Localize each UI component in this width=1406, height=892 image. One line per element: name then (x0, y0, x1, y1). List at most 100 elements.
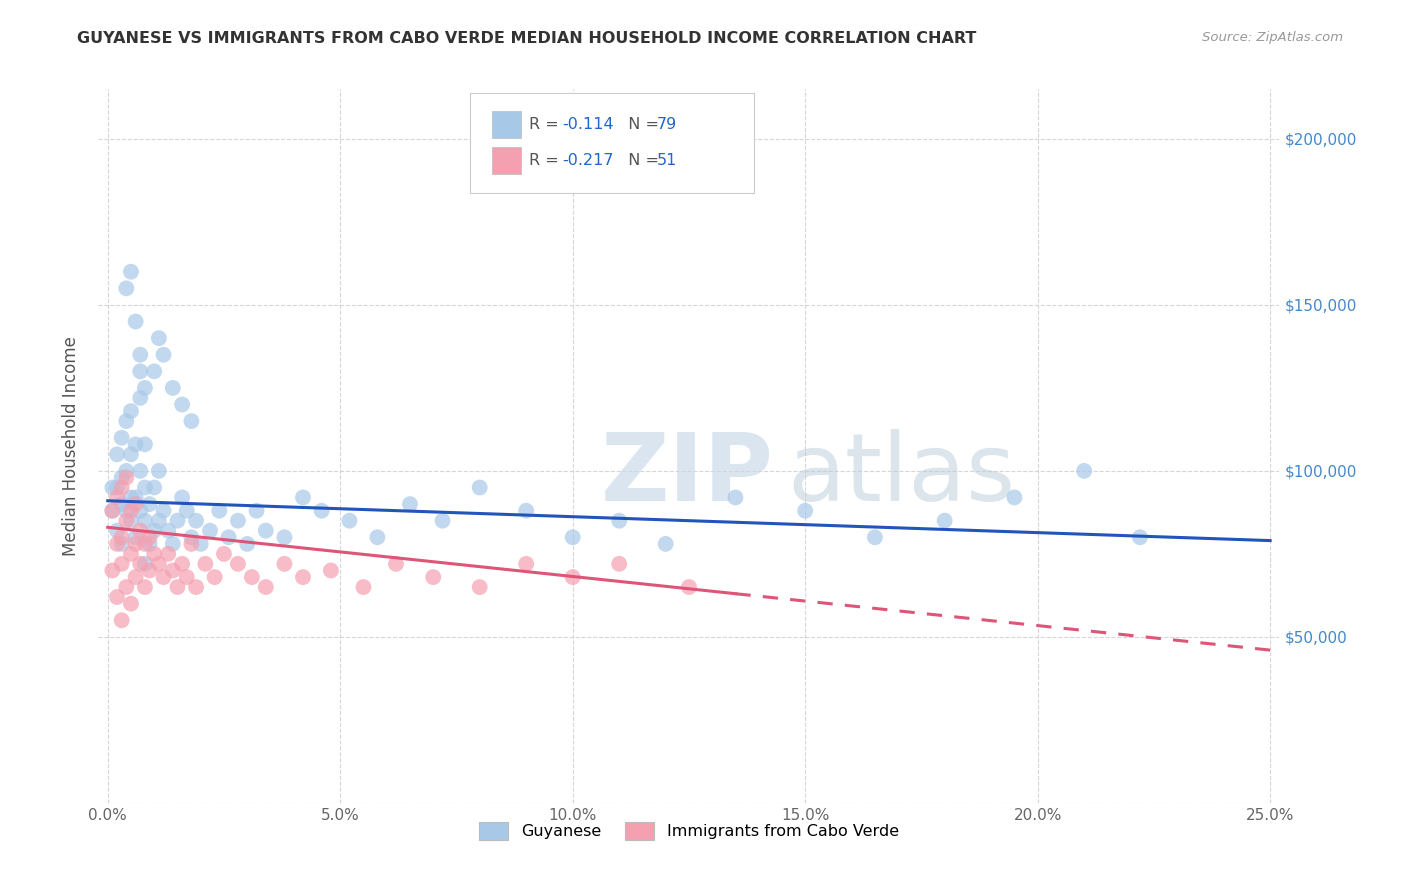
Point (129, 348, 152, 362)
Point (120, 514, 142, 528)
Point (111, 481, 134, 495)
Point (111, 557, 134, 571)
Point (138, 497, 160, 511)
Text: atlas: atlas (787, 428, 1015, 521)
Point (111, 470, 134, 484)
Point (115, 514, 138, 528)
Point (515, 557, 537, 571)
Point (934, 514, 956, 528)
Text: R =: R = (530, 153, 564, 168)
Point (422, 570, 444, 584)
Point (134, 580, 156, 594)
Point (863, 530, 886, 544)
Point (339, 514, 361, 528)
Y-axis label: Median Household Income: Median Household Income (62, 336, 80, 556)
Point (129, 557, 152, 571)
Point (148, 331, 170, 345)
Point (678, 580, 700, 594)
Point (561, 530, 583, 544)
Point (172, 557, 194, 571)
Point (138, 564, 160, 578)
Point (190, 537, 212, 551)
Point (120, 491, 142, 505)
Point (254, 580, 277, 594)
Point (101, 481, 124, 495)
Point (292, 570, 315, 584)
Point (254, 524, 277, 538)
Point (124, 537, 146, 551)
Point (152, 570, 174, 584)
Point (724, 491, 747, 505)
Text: N =: N = (619, 118, 664, 132)
Point (143, 524, 166, 538)
Legend: Guyanese, Immigrants from Cabo Verde: Guyanese, Immigrants from Cabo Verde (471, 814, 907, 848)
Point (1129, 530, 1152, 544)
Point (134, 557, 156, 571)
Point (115, 470, 138, 484)
Point (292, 491, 315, 505)
Point (115, 464, 138, 478)
Point (176, 570, 198, 584)
Point (180, 414, 202, 428)
Point (129, 524, 152, 538)
Point (143, 364, 166, 378)
Point (1073, 464, 1095, 478)
Text: GUYANESE VS IMMIGRANTS FROM CABO VERDE MEDIAN HOUSEHOLD INCOME CORRELATION CHART: GUYANESE VS IMMIGRANTS FROM CABO VERDE M… (77, 31, 977, 46)
Point (184, 580, 207, 594)
Point (432, 514, 454, 528)
Point (176, 504, 198, 518)
Point (124, 570, 146, 584)
Point (468, 580, 491, 594)
Point (212, 547, 235, 561)
Point (319, 564, 342, 578)
Point (148, 464, 170, 478)
Point (101, 504, 124, 518)
Point (120, 597, 142, 611)
Point (120, 447, 142, 461)
Point (607, 514, 630, 528)
Point (311, 504, 333, 518)
Text: R =: R = (530, 118, 564, 132)
Point (218, 530, 240, 544)
Point (198, 524, 221, 538)
Point (180, 537, 202, 551)
Point (115, 504, 138, 518)
Point (105, 447, 128, 461)
Point (115, 414, 138, 428)
Point (111, 613, 134, 627)
Point (134, 537, 156, 551)
Point (111, 530, 134, 544)
Point (157, 524, 180, 538)
Point (152, 504, 174, 518)
Point (134, 437, 156, 451)
Point (226, 514, 249, 528)
Point (120, 404, 142, 418)
Point (184, 514, 207, 528)
Point (180, 530, 202, 544)
FancyBboxPatch shape (471, 93, 754, 193)
Point (236, 537, 259, 551)
Point (194, 557, 217, 571)
Point (129, 504, 152, 518)
Point (226, 557, 249, 571)
Point (105, 590, 128, 604)
Text: ZIP: ZIP (600, 428, 773, 521)
Point (115, 281, 138, 295)
Point (172, 491, 194, 505)
Point (124, 497, 146, 511)
Point (111, 537, 134, 551)
Point (353, 580, 375, 594)
Text: 79: 79 (657, 118, 678, 132)
Point (152, 348, 174, 362)
Text: -0.114: -0.114 (562, 118, 614, 132)
Point (129, 464, 152, 478)
Text: 51: 51 (657, 153, 678, 168)
Point (105, 481, 128, 495)
Point (129, 364, 152, 378)
Point (134, 514, 156, 528)
Point (794, 504, 817, 518)
Point (157, 547, 180, 561)
Point (129, 391, 152, 405)
Point (124, 314, 146, 328)
FancyBboxPatch shape (492, 147, 522, 174)
